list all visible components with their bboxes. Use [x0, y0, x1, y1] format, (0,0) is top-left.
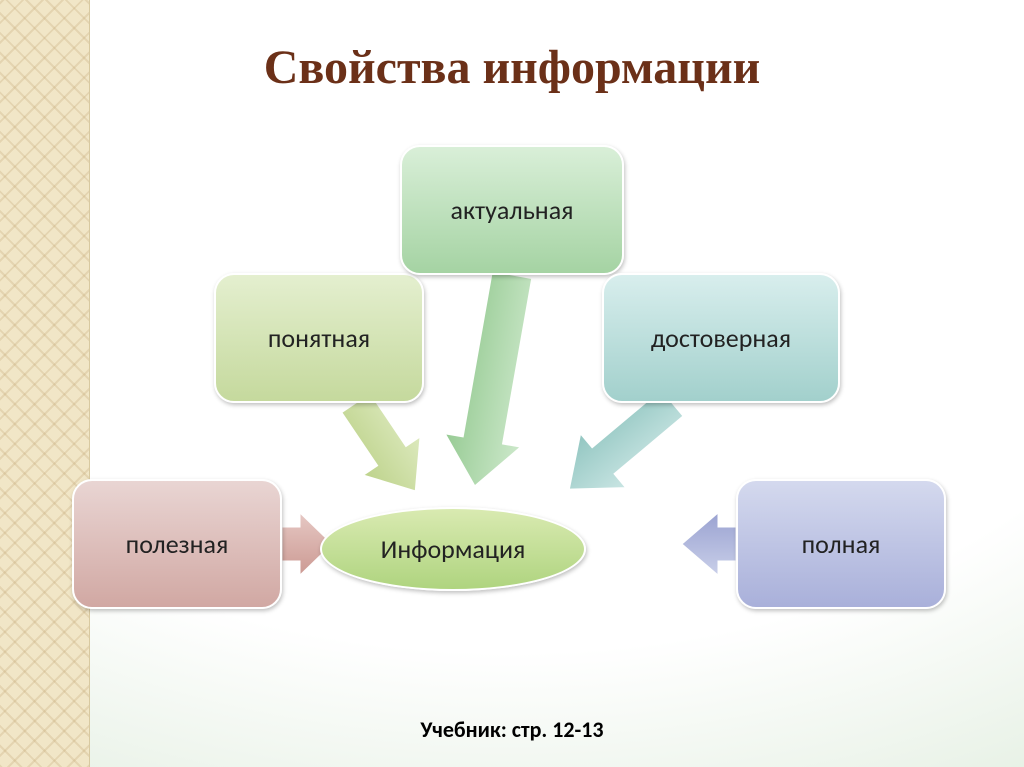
page-title: Свойства информации — [0, 40, 1024, 95]
sidebar-pattern — [0, 0, 90, 767]
node-label: полезная — [126, 528, 229, 560]
node-label: Информация — [381, 533, 526, 565]
node-complete: полная — [736, 479, 946, 609]
footer-text: Учебник: стр. 12-13 — [0, 716, 1024, 743]
node-info: Информация — [320, 507, 586, 591]
node-label: актуальная — [451, 194, 574, 226]
node-actual: актуальная — [400, 145, 624, 275]
node-useful: полезная — [72, 479, 282, 609]
background-gradient — [0, 0, 1024, 767]
node-understandable: понятная — [214, 273, 424, 403]
node-label: полная — [802, 528, 881, 560]
node-reliable: достоверная — [602, 273, 840, 403]
node-label: понятная — [268, 322, 370, 354]
node-label: достоверная — [651, 322, 791, 354]
